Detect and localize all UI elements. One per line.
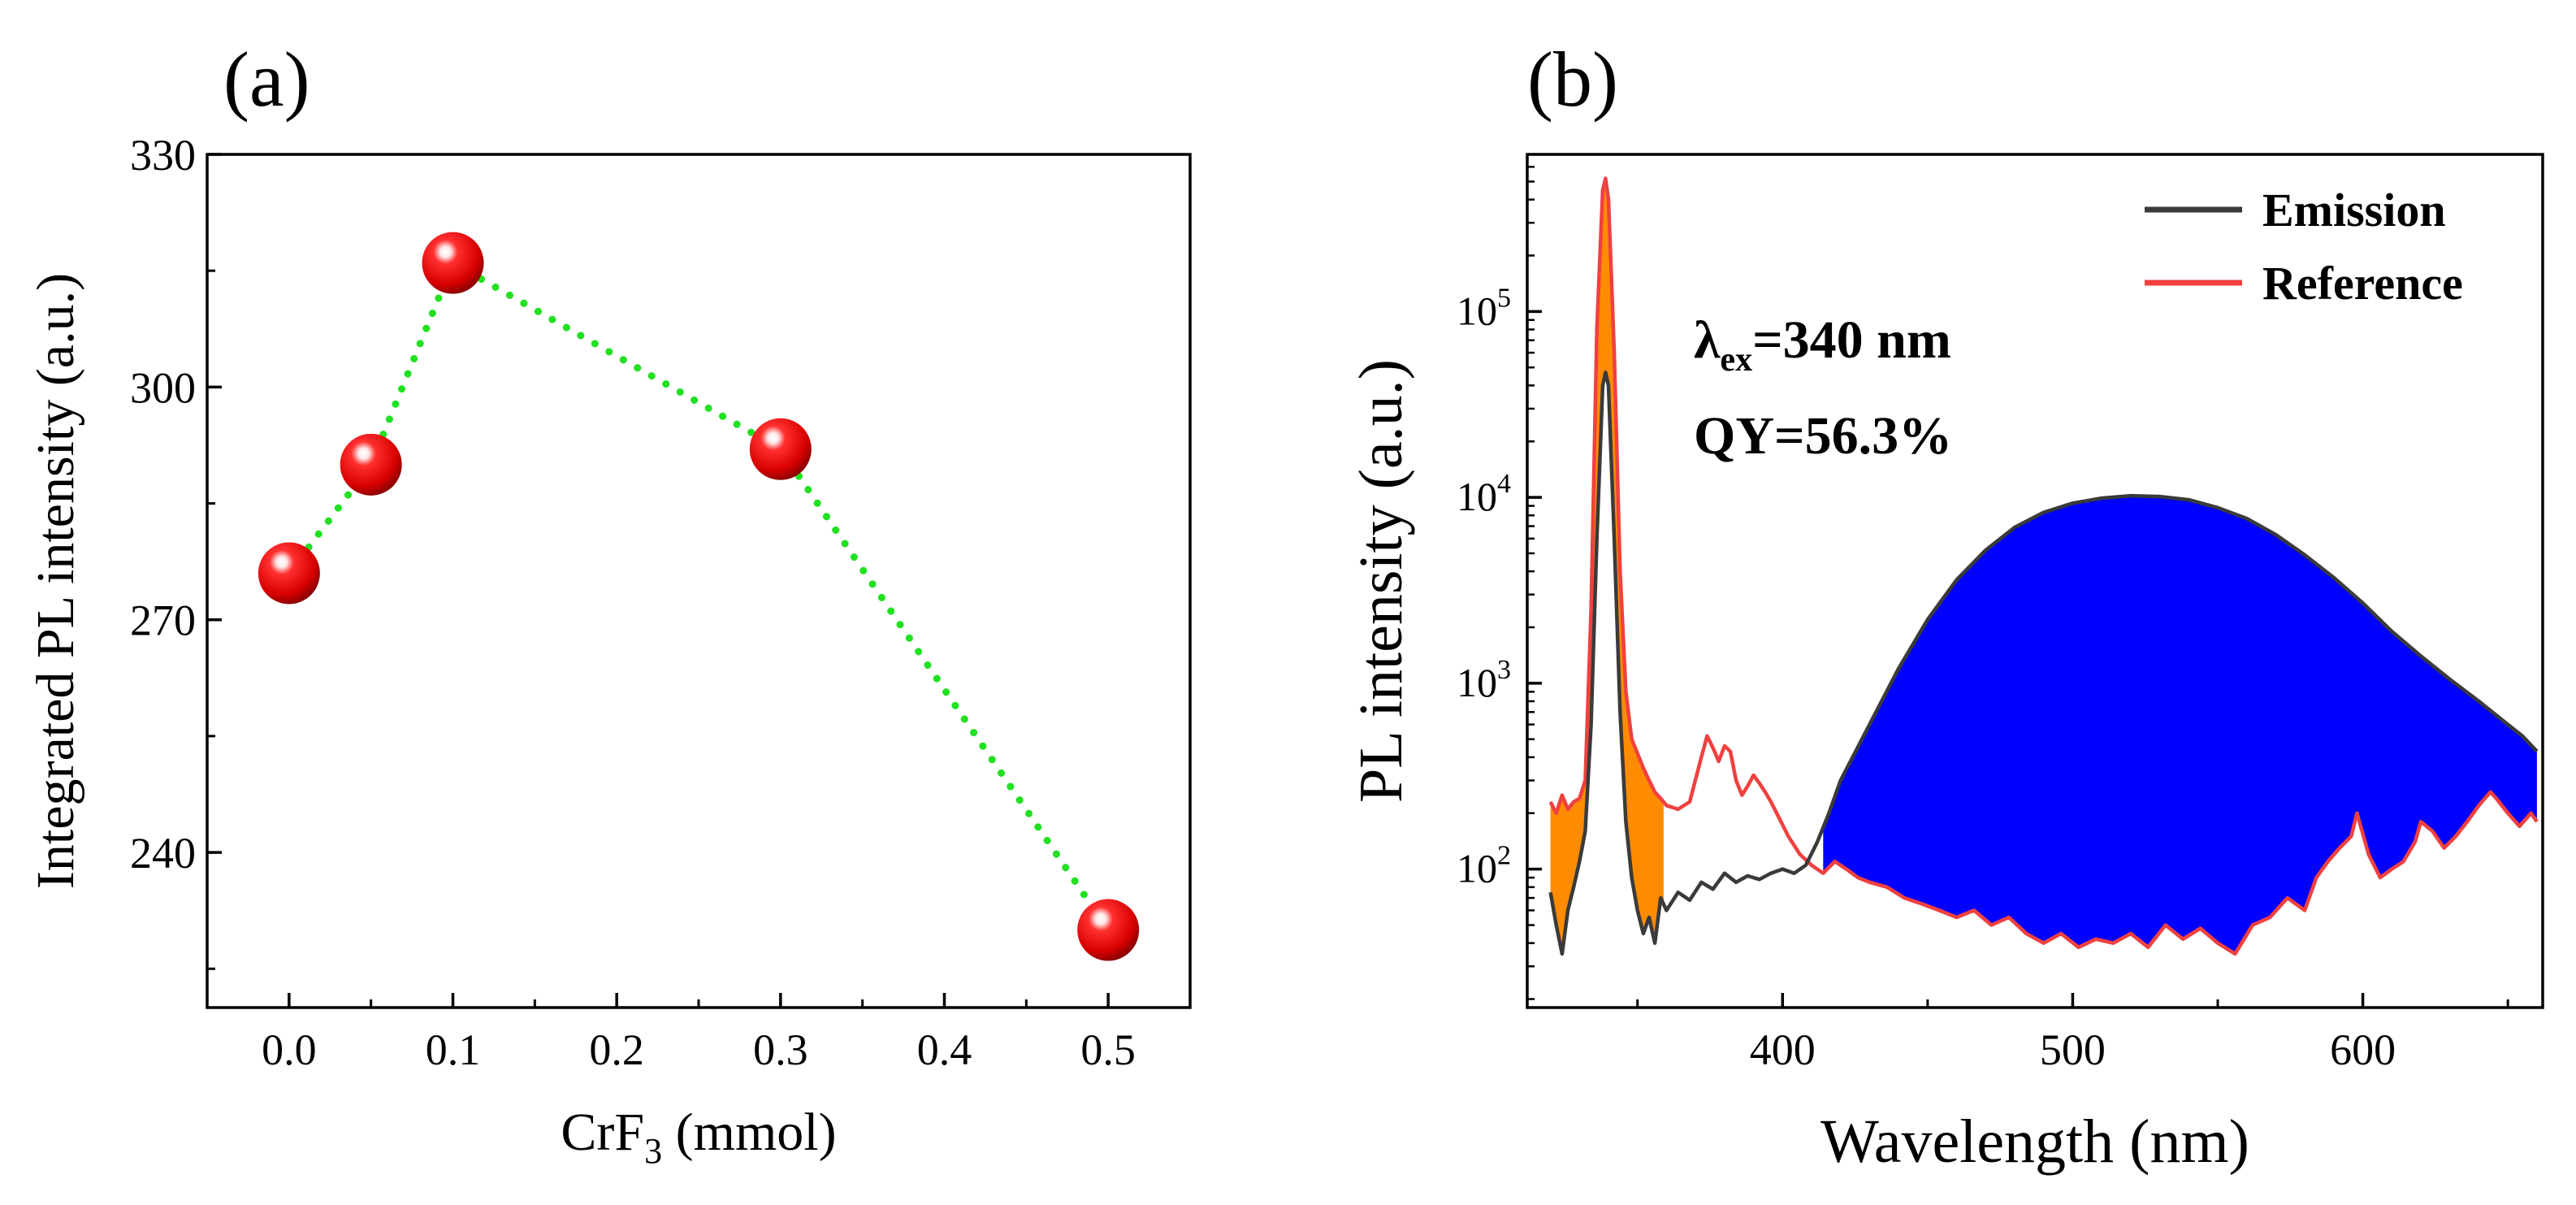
- panel-a-frame: [206, 153, 1192, 1009]
- panel-b-frame: [1526, 153, 2544, 1009]
- emission-fill-area: [1823, 496, 2537, 954]
- a-y-axis-ticks: 240 270 300 330: [130, 131, 222, 970]
- a-data-point: [258, 542, 320, 605]
- excitation-wavelength-annotation: λex=340 nm: [1694, 310, 1951, 379]
- a-y-tick-label: 330: [130, 131, 196, 180]
- emission-series-line: [1548, 371, 2539, 956]
- legend-reference-label: Reference: [2262, 257, 2463, 310]
- panel-a-y-axis-title: Integrated PL intensity (a.u.): [26, 273, 85, 889]
- b-plot-area: [1548, 176, 2539, 956]
- a-x-tick-label: 0.2: [589, 1025, 644, 1074]
- panel-b-y-axis-title: PL intensity (a.u.): [1347, 359, 1415, 803]
- b-x-tick-label: 500: [2040, 1025, 2106, 1074]
- a-x-tick-label: 0.5: [1080, 1025, 1136, 1074]
- a-data-point: [340, 433, 402, 496]
- a-data-point: [1077, 899, 1140, 961]
- a-data-point: [422, 232, 484, 294]
- quantum-yield-annotation: QY=56.3%: [1694, 406, 1952, 466]
- panel-a-chart: (a) 0.0 0.1 0.2 0.3 0.4 0.5 240 270 300 330 CrF3…: [26, 36, 1192, 1171]
- a-connecting-segment: [367, 259, 457, 469]
- a-data-point: [749, 418, 812, 480]
- legend: Emission Reference: [2145, 184, 2463, 310]
- a-y-tick-label: 270: [130, 596, 196, 645]
- b-y-tick-label: 104: [1457, 469, 1511, 519]
- a-y-tick-label: 240: [130, 829, 196, 878]
- a-y-tick-label: 300: [130, 363, 196, 412]
- b-x-axis-ticks: 400 500 600: [1636, 993, 2509, 1074]
- panel-b-x-axis-title: Wavelength (nm): [1821, 1107, 2249, 1176]
- a-x-axis-ticks: 0.0 0.1 0.2 0.3 0.4 0.5: [262, 993, 1136, 1074]
- a-x-tick-label: 0.1: [426, 1025, 481, 1074]
- reference-series-line: [1548, 176, 2539, 956]
- a-x-tick-label: 0.0: [262, 1025, 317, 1074]
- b-x-tick-label: 400: [1750, 1025, 1816, 1074]
- b-y-axis-ticks: 102 103 104 105: [1457, 153, 1542, 1000]
- panel-b-label: (b): [1527, 36, 1618, 123]
- panel-b-chart: (b) 400 500 600 102 103 104 105 Emission Refe…: [1347, 36, 2544, 1176]
- b-y-tick-label: 105: [1457, 283, 1511, 333]
- panel-a-x-axis-title: CrF3 (mmol): [561, 1103, 836, 1171]
- a-x-tick-label: 0.3: [753, 1025, 808, 1074]
- a-connecting-segment: [777, 445, 1112, 934]
- b-y-tick-label: 102: [1457, 841, 1511, 891]
- a-x-tick-label: 0.4: [917, 1025, 972, 1074]
- b-y-tick-label: 103: [1457, 655, 1511, 705]
- b-x-tick-label: 600: [2330, 1025, 2396, 1074]
- excitation-fill-area: [1550, 178, 1664, 954]
- a-connecting-lines: [285, 259, 1112, 934]
- a-markers: [258, 232, 1140, 961]
- legend-emission-label: Emission: [2262, 184, 2446, 236]
- panel-a-label: (a): [223, 36, 310, 123]
- a-connecting-segment: [449, 259, 785, 453]
